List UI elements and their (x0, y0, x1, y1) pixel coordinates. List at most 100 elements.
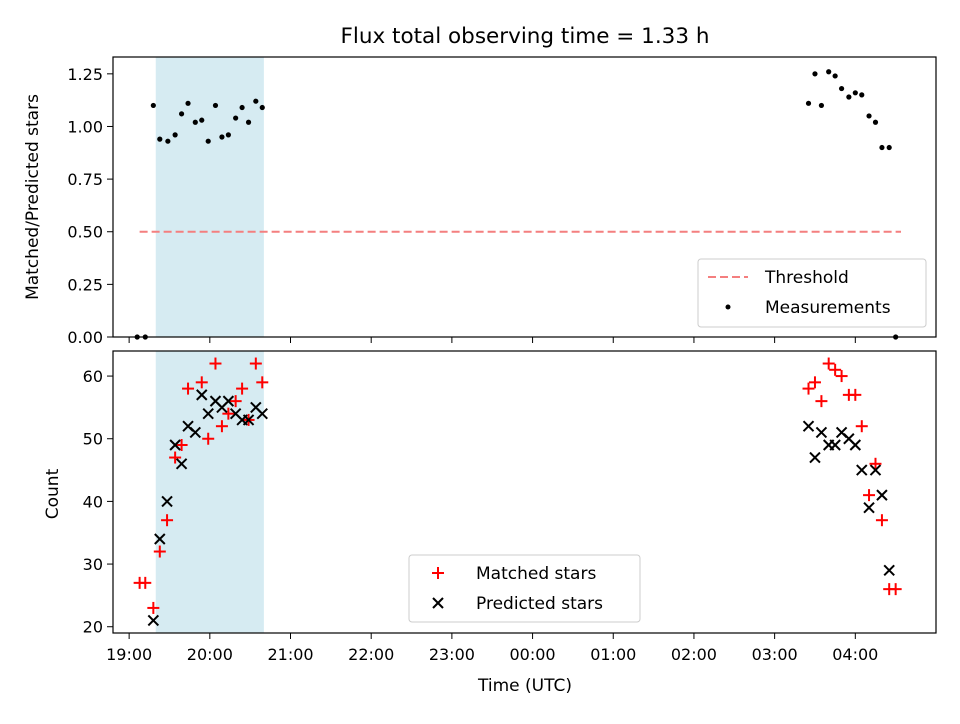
top-panel: 0.00 0.25 0.50 0.75 1.00 1.25 (67, 56, 937, 347)
y-tick-label: 0.75 (67, 170, 103, 189)
x-tick-label: 04:00 (832, 645, 878, 664)
data-point (863, 501, 875, 514)
data-point (219, 134, 225, 140)
y-tick-label: 0.50 (67, 223, 103, 242)
data-point (192, 119, 198, 125)
data-point (178, 111, 185, 117)
data-point (863, 489, 876, 502)
data-point (139, 576, 152, 589)
y-tick-label: 40 (83, 492, 103, 511)
data-point (886, 144, 892, 151)
data-point (256, 407, 268, 420)
data-point (802, 420, 815, 432)
data-point (815, 426, 828, 439)
data-point (175, 458, 188, 470)
x-tick-label: 19:00 (106, 645, 152, 664)
data-point (212, 102, 219, 109)
data-point (259, 104, 265, 111)
data-point (147, 614, 160, 627)
chart-title: Flux total observing time = 1.33 h (341, 24, 710, 49)
y-tick-label: 20 (83, 618, 103, 637)
x-tick-label: 00:00 (510, 645, 556, 664)
data-point (182, 382, 195, 395)
data-point (866, 113, 872, 119)
data-point (802, 382, 815, 395)
y-tick-label: 50 (83, 430, 103, 449)
x-tick-label: 22:00 (348, 645, 394, 664)
data-point (876, 489, 888, 501)
data-point (872, 119, 879, 125)
data-point (209, 357, 222, 370)
data-point (875, 514, 888, 527)
highlight-span (155, 351, 264, 633)
data-point (157, 136, 163, 142)
data-point (222, 407, 235, 420)
data-point (245, 119, 252, 125)
data-point (161, 514, 174, 527)
data-point (855, 420, 868, 433)
top-y-axis-label: Matched/Predicted stars (23, 94, 43, 300)
data-point (242, 414, 255, 426)
legend-threshold-label: Threshold (764, 268, 849, 288)
x-axis-label: Time (UTC) (477, 676, 572, 696)
data-point (222, 395, 235, 407)
legend-predicted-label: Predicted stars (476, 594, 603, 614)
data-point (154, 533, 166, 545)
data-point (829, 439, 841, 451)
x-tick-label: 23:00 (429, 645, 475, 664)
data-point (150, 102, 156, 109)
legend-bottom-frame (408, 554, 641, 623)
data-point (883, 564, 895, 577)
data-point (826, 69, 832, 75)
data-point (202, 432, 215, 445)
bottom-panel: 20 30 40 50 60 19:00 20:00 21:00 22:00 23:00 00:00… (83, 350, 937, 664)
data-point (169, 451, 182, 464)
data-point (852, 90, 858, 96)
data-point (256, 376, 269, 389)
data-point (838, 85, 845, 92)
data-point (169, 439, 181, 451)
data-point (849, 439, 862, 451)
data-point (249, 357, 262, 370)
data-point (849, 388, 862, 401)
data-point (829, 363, 842, 376)
data-point (846, 94, 852, 100)
data-point (161, 495, 173, 508)
data-point (805, 100, 812, 106)
y-tick-label: 30 (83, 555, 103, 574)
legend-measurements-swatch (725, 304, 731, 310)
x-tick-label: 01:00 (590, 645, 636, 664)
legend-matched-label: Matched stars (476, 564, 596, 584)
x-tick-label: 03:00 (752, 645, 798, 664)
legend-bottom: Matched stars Predicted stars (408, 554, 641, 623)
highlight-span (155, 57, 264, 337)
data-point (196, 389, 208, 401)
bottom-y-axis-label: Count (43, 468, 63, 519)
y-tick-label: 0.00 (67, 328, 103, 347)
data-point (233, 115, 239, 121)
legend-top: Threshold Measurements (697, 258, 927, 328)
data-point (165, 138, 171, 144)
data-point (185, 100, 191, 106)
data-point (202, 407, 214, 420)
y-tick-label: 60 (83, 367, 103, 386)
x-tick-label: 21:00 (267, 645, 313, 664)
series-predicted-stars (147, 389, 895, 627)
data-point (809, 451, 821, 464)
data-point (205, 138, 211, 144)
data-point (239, 104, 245, 111)
y-tick-label: 1.25 (67, 65, 103, 84)
data-point (835, 370, 848, 383)
data-point (832, 73, 838, 79)
legend-predicted-swatch (432, 597, 444, 609)
data-point (253, 98, 259, 104)
data-point (815, 395, 828, 408)
y-tick-label: 1.00 (67, 117, 103, 136)
data-point (215, 420, 228, 433)
axes-frame (112, 56, 937, 338)
data-point (236, 382, 249, 395)
legend-matched-swatch (432, 567, 444, 579)
data-point (172, 132, 178, 138)
data-point (869, 457, 882, 470)
